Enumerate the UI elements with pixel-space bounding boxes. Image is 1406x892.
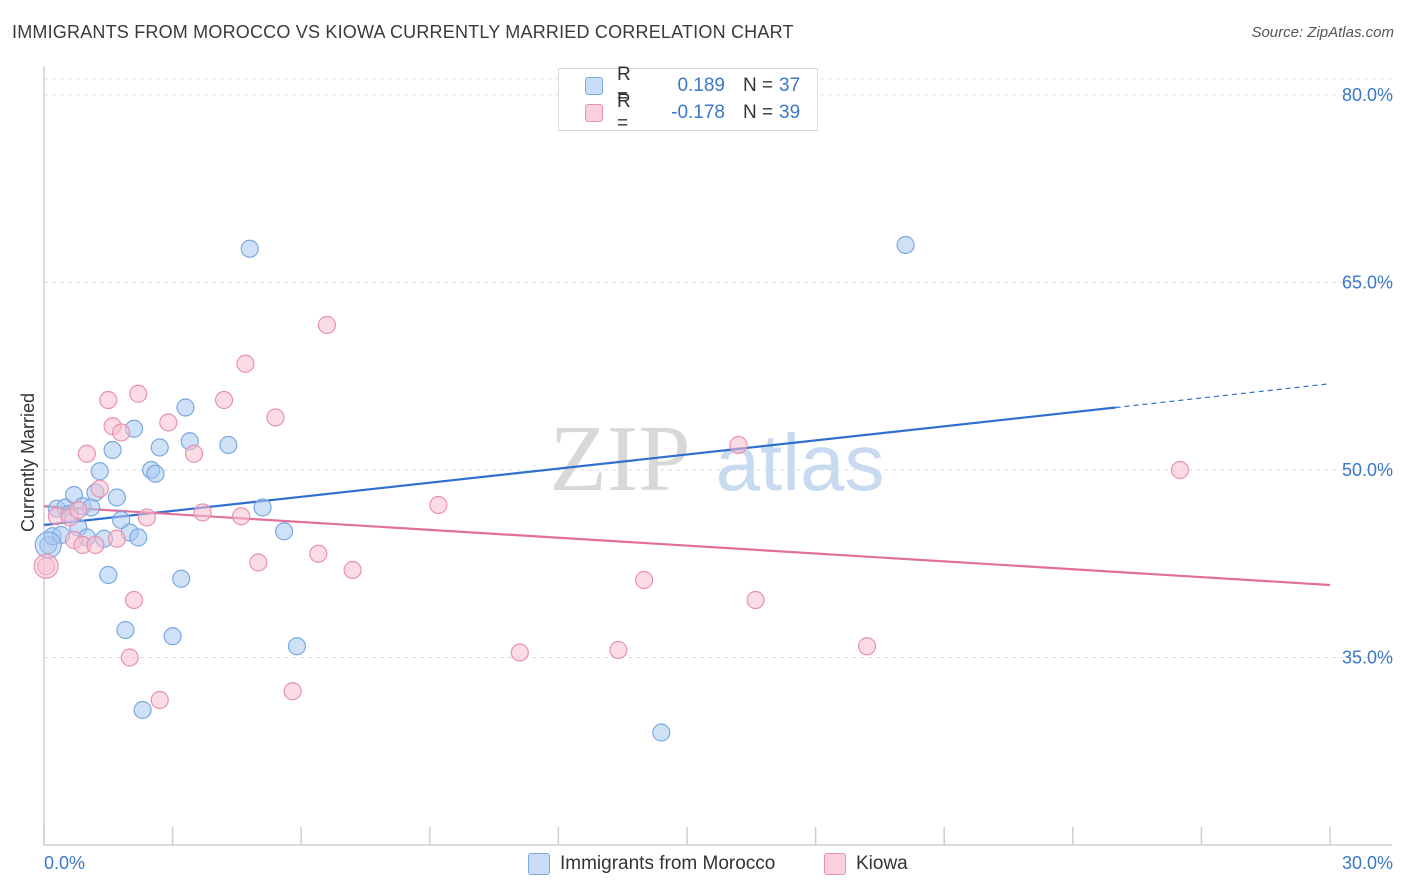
point-kiowa (90, 479, 109, 498)
point-morocco (112, 510, 131, 530)
point-kiowa (86, 535, 105, 555)
point-kiowa (99, 390, 118, 410)
legend-swatch-morocco (585, 77, 603, 95)
series-label-morocco: Immigrants from Morocco (560, 853, 776, 874)
point-kiowa (124, 590, 144, 610)
series-legend-kiowa[interactable]: Kiowa (824, 851, 908, 877)
point-kiowa (746, 590, 765, 610)
point-kiowa (317, 315, 337, 335)
source-credit: Source: ZipAtlas.com (1251, 24, 1394, 41)
point-kiowa (77, 444, 96, 463)
legend-n-value: 39 (779, 102, 801, 123)
point-morocco (240, 239, 259, 258)
point-kiowa (107, 529, 126, 548)
point-morocco (219, 435, 238, 455)
point-morocco (253, 498, 272, 517)
point-morocco (133, 700, 152, 720)
point-kiowa (214, 390, 234, 410)
y-tick-label: 80.0% (1342, 85, 1393, 105)
legend-r-value: -0.178 (671, 102, 725, 123)
point-kiowa (193, 503, 212, 522)
legend-n-label: N = (743, 75, 774, 96)
point-morocco (652, 723, 671, 742)
watermark: ZIP atlas (550, 407, 885, 511)
y-axis-label: Currently Married (18, 392, 38, 532)
point-kiowa (249, 553, 268, 572)
data-points (33, 235, 1190, 742)
axes (43, 66, 1392, 846)
series-swatch-kiowa (824, 853, 846, 875)
watermark-zip: ZIP (550, 407, 691, 511)
point-morocco (103, 440, 122, 460)
y-tick-label: 65.0% (1342, 273, 1393, 293)
y-tick-labels: 35.0% 50.0% 65.0% 80.0% (1342, 85, 1393, 668)
correlation-legend: R = 0.189 N = 37 R = -0.178 N = 39 (558, 64, 818, 134)
point-kiowa-large (33, 553, 59, 579)
point-morocco (163, 627, 182, 646)
point-kiowa (184, 444, 204, 463)
point-morocco (896, 235, 915, 255)
point-kiowa (266, 408, 285, 427)
point-kiowa (120, 648, 139, 667)
legend-n-label: N = (743, 102, 774, 123)
legend-swatch-kiowa (585, 104, 603, 122)
legend-r-label: R = (617, 64, 631, 107)
point-kiowa (635, 570, 654, 590)
point-morocco (287, 637, 307, 656)
series-swatch-morocco (528, 853, 550, 875)
series-label-kiowa: Kiowa (856, 853, 908, 874)
point-morocco (274, 522, 294, 541)
point-kiowa (150, 690, 169, 710)
x-tick-label-max: 30.0% (1342, 853, 1393, 873)
trend-lines (43, 383, 1331, 587)
series-legend-morocco[interactable]: Immigrants from Morocco (528, 851, 775, 877)
point-kiowa (112, 423, 131, 442)
legend-n-value: 37 (779, 75, 801, 96)
chart-title: IMMIGRANTS FROM MOROCCO VS KIOWA CURRENT… (12, 22, 794, 42)
point-morocco (107, 488, 126, 507)
point-kiowa (69, 500, 88, 520)
point-kiowa (343, 560, 362, 580)
point-morocco (116, 620, 135, 640)
trend-line-morocco (43, 406, 1116, 527)
legend-r-label: R = (617, 91, 631, 134)
trend-line-extension (1115, 383, 1331, 409)
legend-row-morocco: R = 0.189 N = 37 (585, 64, 801, 107)
point-kiowa (236, 354, 255, 373)
point-morocco (99, 565, 118, 585)
y-tick-label: 35.0% (1342, 648, 1393, 668)
point-morocco (176, 398, 195, 417)
legend-row-kiowa: R = -0.178 N = 39 (585, 91, 801, 134)
point-kiowa (232, 507, 251, 526)
legend-r-value: 0.189 (677, 75, 725, 96)
y-tick-label: 50.0% (1342, 460, 1393, 480)
point-kiowa (729, 435, 748, 455)
x-tick-labels: 0.0% 30.0% (44, 853, 1393, 873)
watermark-atlas: atlas (716, 418, 885, 507)
point-morocco (90, 462, 109, 481)
point-kiowa (857, 637, 877, 656)
point-kiowa (1170, 460, 1190, 480)
x-tick-label-min: 0.0% (44, 853, 85, 873)
point-morocco (146, 464, 165, 483)
point-kiowa (129, 384, 148, 403)
point-kiowa (159, 413, 178, 432)
point-kiowa (309, 544, 328, 563)
trend-line-kiowa (43, 505, 1331, 587)
point-kiowa (510, 643, 529, 662)
point-morocco (172, 569, 191, 588)
point-kiowa (283, 682, 302, 701)
point-kiowa (429, 495, 448, 515)
point-morocco (129, 528, 148, 547)
point-kiowa (137, 508, 156, 527)
point-morocco (150, 438, 169, 457)
point-kiowa (609, 640, 628, 660)
